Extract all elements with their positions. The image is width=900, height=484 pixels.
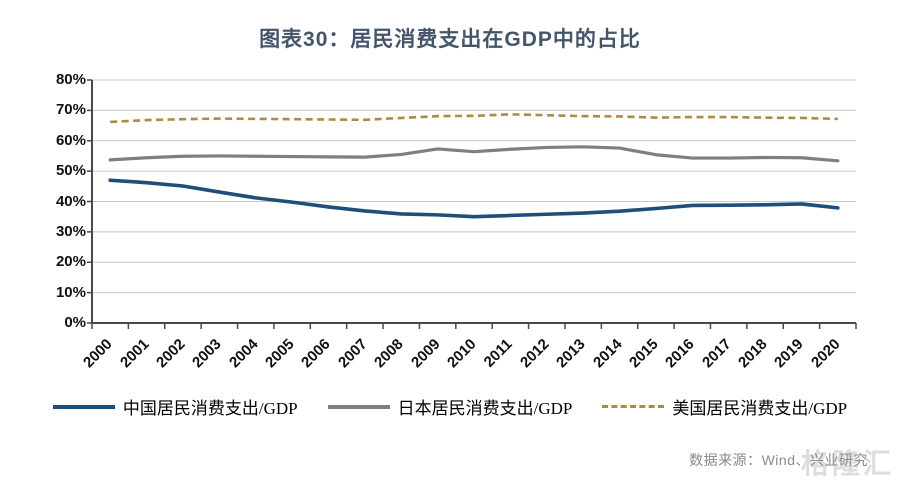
legend-line-swatch-1 — [327, 404, 390, 409]
series-line-0 — [108, 178, 840, 219]
legend-label-1: 日本居民消费支出/GDP — [397, 399, 573, 418]
legend-item-1: 日本居民消费支出/GDP — [327, 394, 573, 419]
legend-label-0: 中国居民消费支出/GDP — [122, 399, 298, 418]
y-tick-label: 40% — [55, 192, 86, 210]
chart-title: 图表30：居民消费支出在GDP中的占比 — [259, 28, 641, 51]
y-tick-label: 60% — [55, 131, 86, 149]
y-tick-label: 30% — [55, 222, 86, 240]
y-tick-label: 0% — [64, 314, 86, 331]
series-line-2 — [110, 113, 838, 124]
legend-item-2: 美国居民消费支出/GDP — [602, 394, 847, 419]
source-note: 数据来源：Wind、兴业研究 — [689, 452, 868, 468]
y-tick-label: 80% — [55, 71, 86, 88]
legend-line-swatch-0 — [52, 404, 115, 409]
y-tick-label: 50% — [55, 162, 86, 180]
y-tick-label: 20% — [55, 253, 86, 271]
legend-label-2: 美国居民消费支出/GDP — [672, 399, 848, 418]
legend: 中国居民消费支出/GDP 日本居民消费支出/GDP 美国居民消费支出/GDP — [0, 394, 900, 419]
y-tick-label: 10% — [55, 283, 86, 301]
legend-item-0: 中国居民消费支出/GDP — [52, 394, 298, 419]
legend-line-swatch-2 — [602, 405, 665, 408]
y-tick-label: 70% — [55, 101, 86, 119]
series-line-1 — [108, 145, 840, 163]
